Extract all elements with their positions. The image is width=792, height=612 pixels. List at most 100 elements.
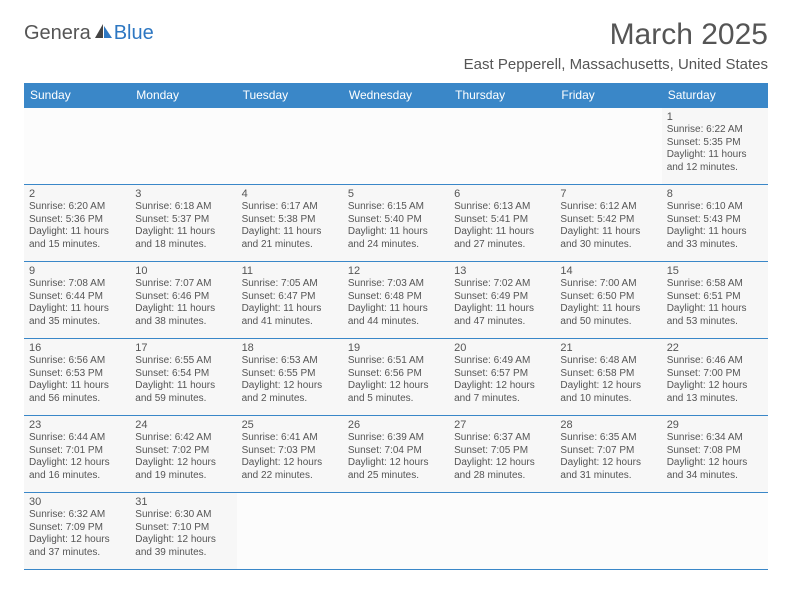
sunrise-text: Sunrise: 7:05 AM — [242, 278, 338, 291]
sunset-text: Sunset: 6:48 PM — [348, 291, 444, 304]
day-number: 5 — [348, 188, 444, 200]
calendar-cell: 19Sunrise: 6:51 AMSunset: 6:56 PMDayligh… — [343, 339, 449, 416]
sunrise-text: Sunrise: 6:46 AM — [667, 355, 763, 368]
daylight2-text: and 27 minutes. — [454, 239, 550, 252]
calendar-cell — [24, 108, 130, 185]
calendar-cell: 23Sunrise: 6:44 AMSunset: 7:01 PMDayligh… — [24, 416, 130, 493]
logo-text-2: Blue — [114, 22, 154, 45]
sunset-text: Sunset: 5:36 PM — [29, 214, 125, 227]
calendar-cell: 26Sunrise: 6:39 AMSunset: 7:04 PMDayligh… — [343, 416, 449, 493]
daylight1-text: Daylight: 12 hours — [135, 457, 231, 470]
daylight2-text: and 38 minutes. — [135, 316, 231, 329]
sunrise-text: Sunrise: 6:56 AM — [29, 355, 125, 368]
daylight1-text: Daylight: 12 hours — [667, 457, 763, 470]
sunset-text: Sunset: 6:56 PM — [348, 368, 444, 381]
sunrise-text: Sunrise: 7:00 AM — [560, 278, 656, 291]
daylight1-text: Daylight: 12 hours — [29, 534, 125, 547]
calendar-cell: 24Sunrise: 6:42 AMSunset: 7:02 PMDayligh… — [130, 416, 236, 493]
daylight1-text: Daylight: 11 hours — [667, 303, 763, 316]
sunrise-text: Sunrise: 6:35 AM — [560, 432, 656, 445]
sunrise-text: Sunrise: 6:55 AM — [135, 355, 231, 368]
calendar-week: 1Sunrise: 6:22 AMSunset: 5:35 PMDaylight… — [24, 108, 768, 185]
calendar-cell: 20Sunrise: 6:49 AMSunset: 6:57 PMDayligh… — [449, 339, 555, 416]
calendar-cell: 11Sunrise: 7:05 AMSunset: 6:47 PMDayligh… — [237, 262, 343, 339]
day-number: 16 — [29, 342, 125, 354]
daylight1-text: Daylight: 12 hours — [348, 380, 444, 393]
calendar-cell — [449, 493, 555, 570]
sunset-text: Sunset: 5:40 PM — [348, 214, 444, 227]
sunrise-text: Sunrise: 6:48 AM — [560, 355, 656, 368]
day-number: 3 — [135, 188, 231, 200]
sunset-text: Sunset: 5:38 PM — [242, 214, 338, 227]
day-number: 11 — [242, 265, 338, 277]
sunrise-text: Sunrise: 6:44 AM — [29, 432, 125, 445]
daylight2-text: and 13 minutes. — [667, 393, 763, 406]
sunrise-text: Sunrise: 6:41 AM — [242, 432, 338, 445]
sunrise-text: Sunrise: 6:18 AM — [135, 201, 231, 214]
calendar-cell: 16Sunrise: 6:56 AMSunset: 6:53 PMDayligh… — [24, 339, 130, 416]
sunset-text: Sunset: 6:55 PM — [242, 368, 338, 381]
calendar-cell — [237, 108, 343, 185]
calendar-cell — [662, 493, 768, 570]
sunset-text: Sunset: 7:10 PM — [135, 522, 231, 535]
daylight2-text: and 47 minutes. — [454, 316, 550, 329]
calendar-cell: 13Sunrise: 7:02 AMSunset: 6:49 PMDayligh… — [449, 262, 555, 339]
calendar-cell — [449, 108, 555, 185]
sunrise-text: Sunrise: 6:49 AM — [454, 355, 550, 368]
calendar-cell: 22Sunrise: 6:46 AMSunset: 7:00 PMDayligh… — [662, 339, 768, 416]
weekday-header: Tuesday — [237, 83, 343, 108]
daylight1-text: Daylight: 11 hours — [667, 226, 763, 239]
daylight2-text: and 12 minutes. — [667, 162, 763, 175]
calendar-cell: 7Sunrise: 6:12 AMSunset: 5:42 PMDaylight… — [555, 185, 661, 262]
daylight1-text: Daylight: 11 hours — [454, 303, 550, 316]
calendar-cell — [343, 108, 449, 185]
sunset-text: Sunset: 7:00 PM — [667, 368, 763, 381]
sunrise-text: Sunrise: 6:22 AM — [667, 124, 763, 137]
daylight1-text: Daylight: 12 hours — [242, 457, 338, 470]
day-number: 28 — [560, 419, 656, 431]
daylight2-text: and 59 minutes. — [135, 393, 231, 406]
sunset-text: Sunset: 7:05 PM — [454, 445, 550, 458]
daylight1-text: Daylight: 11 hours — [242, 303, 338, 316]
weekday-header: Saturday — [662, 83, 768, 108]
sunrise-text: Sunrise: 6:53 AM — [242, 355, 338, 368]
sunrise-text: Sunrise: 6:30 AM — [135, 509, 231, 522]
daylight2-text: and 35 minutes. — [29, 316, 125, 329]
sunrise-text: Sunrise: 6:17 AM — [242, 201, 338, 214]
weekday-header: Sunday — [24, 83, 130, 108]
sunset-text: Sunset: 7:01 PM — [29, 445, 125, 458]
sunrise-text: Sunrise: 6:34 AM — [667, 432, 763, 445]
day-number: 12 — [348, 265, 444, 277]
calendar-cell: 31Sunrise: 6:30 AMSunset: 7:10 PMDayligh… — [130, 493, 236, 570]
calendar-body: 1Sunrise: 6:22 AMSunset: 5:35 PMDaylight… — [24, 108, 768, 570]
day-number: 17 — [135, 342, 231, 354]
day-number: 8 — [667, 188, 763, 200]
daylight2-text: and 44 minutes. — [348, 316, 444, 329]
day-number: 29 — [667, 419, 763, 431]
location-subtitle: East Pepperell, Massachusetts, United St… — [24, 56, 768, 73]
calendar-cell: 6Sunrise: 6:13 AMSunset: 5:41 PMDaylight… — [449, 185, 555, 262]
daylight1-text: Daylight: 12 hours — [560, 457, 656, 470]
sunset-text: Sunset: 7:07 PM — [560, 445, 656, 458]
header: Genera Blue March 2025 — [24, 18, 768, 52]
calendar-cell: 21Sunrise: 6:48 AMSunset: 6:58 PMDayligh… — [555, 339, 661, 416]
day-number: 20 — [454, 342, 550, 354]
daylight2-text: and 19 minutes. — [135, 470, 231, 483]
weekday-header: Monday — [130, 83, 236, 108]
daylight2-text: and 22 minutes. — [242, 470, 338, 483]
day-number: 10 — [135, 265, 231, 277]
calendar-cell: 5Sunrise: 6:15 AMSunset: 5:40 PMDaylight… — [343, 185, 449, 262]
day-number: 7 — [560, 188, 656, 200]
daylight2-text: and 25 minutes. — [348, 470, 444, 483]
daylight1-text: Daylight: 11 hours — [667, 149, 763, 162]
sunset-text: Sunset: 6:50 PM — [560, 291, 656, 304]
sunset-text: Sunset: 7:04 PM — [348, 445, 444, 458]
page-title: March 2025 — [610, 18, 768, 52]
daylight2-text: and 33 minutes. — [667, 239, 763, 252]
day-number: 30 — [29, 496, 125, 508]
sunrise-text: Sunrise: 6:15 AM — [348, 201, 444, 214]
daylight2-text: and 18 minutes. — [135, 239, 231, 252]
day-number: 2 — [29, 188, 125, 200]
daylight2-text: and 31 minutes. — [560, 470, 656, 483]
calendar-cell: 4Sunrise: 6:17 AMSunset: 5:38 PMDaylight… — [237, 185, 343, 262]
